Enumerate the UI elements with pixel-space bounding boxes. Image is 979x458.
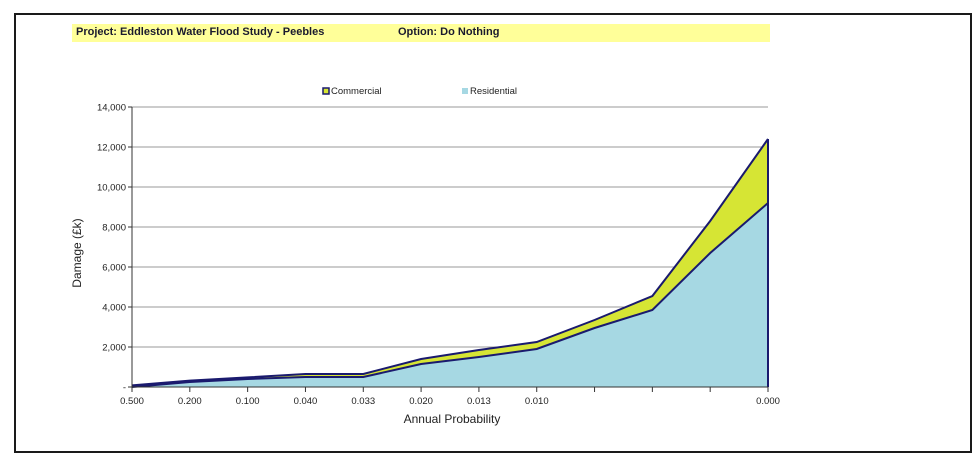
- x-tick-label: 0.010: [525, 396, 549, 407]
- chart-legend: Commercial Residential: [322, 86, 517, 97]
- y-tick-label: 2,000: [102, 343, 126, 354]
- commercial-line: [131, 138, 769, 387]
- y-tick-label: 14,000: [97, 103, 126, 114]
- legend-label-residential: Residential: [470, 86, 517, 97]
- residential-line: [131, 202, 769, 388]
- y-tick-label: 10,000: [97, 183, 126, 194]
- x-tick-label: 0.013: [467, 396, 491, 407]
- x-tick-labels: 0.500 0.200 0.100 0.040 0.033 0.020 0.013 0.010…: [120, 396, 780, 407]
- project-title: Project: Eddleston Water Flood Study - P…: [76, 26, 325, 38]
- option-title: Option: Do Nothing: [398, 26, 500, 38]
- legend-swatch-residential: [462, 88, 468, 94]
- x-tick-label: 0.000: [756, 396, 780, 407]
- y-tick-label: -: [123, 383, 126, 394]
- y-axis-title: Damage (£k): [70, 218, 84, 287]
- x-tick-label: 0.040: [294, 396, 318, 407]
- y-tick-labels: - 2,000 4,000 6,000 8,000 10,000 12,000 14,000: [97, 103, 126, 394]
- x-tick-label: 0.100: [236, 396, 260, 407]
- legend-swatch-commercial: [322, 87, 330, 95]
- x-tick-label: 0.200: [178, 396, 202, 407]
- y-tick-label: 12,000: [97, 143, 126, 154]
- chart-areas: [131, 138, 769, 388]
- chart-axes: [128, 106, 769, 392]
- x-tick-label: 0.500: [120, 396, 144, 407]
- y-tick-label: 4,000: [102, 303, 126, 314]
- header-banner: Project: Eddleston Water Flood Study - P…: [72, 24, 770, 42]
- legend-label-commercial: Commercial: [331, 86, 382, 97]
- residential-area: [132, 203, 768, 387]
- y-tick-label: 6,000: [102, 263, 126, 274]
- x-tick-label: 0.020: [409, 396, 433, 407]
- y-tick-label: 8,000: [102, 223, 126, 234]
- x-axis-title: Annual Probability: [404, 412, 501, 426]
- x-tick-label: 0.033: [351, 396, 375, 407]
